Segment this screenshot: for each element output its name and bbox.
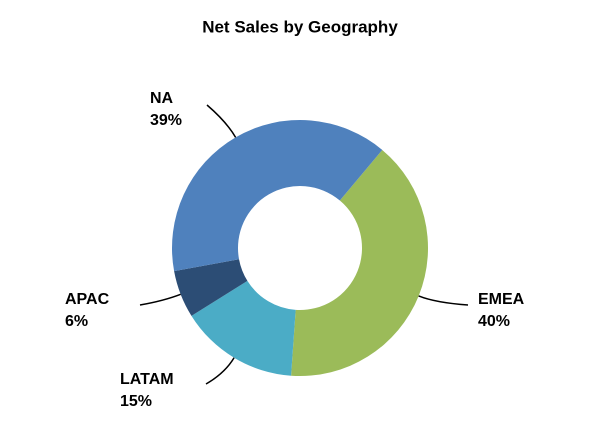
donut-slice [174, 259, 248, 316]
value-label: 40% [478, 313, 510, 330]
donut-slice [191, 280, 296, 376]
slice-label: LATAM [120, 371, 174, 388]
slice-label: NA [150, 90, 174, 107]
donut-slice [171, 119, 383, 272]
value-label: 15% [120, 393, 152, 410]
slice-label: APAC [65, 291, 110, 308]
leader-line [418, 295, 469, 306]
leader-line [139, 293, 181, 306]
value-label: 6% [65, 313, 88, 330]
value-label: 39% [150, 112, 182, 129]
donut-slice [291, 149, 429, 376]
leader-line [205, 357, 235, 385]
leader-line [206, 104, 237, 138]
slice-label: EMEA [478, 291, 525, 308]
chart-title: Net Sales by Geography [202, 17, 398, 36]
